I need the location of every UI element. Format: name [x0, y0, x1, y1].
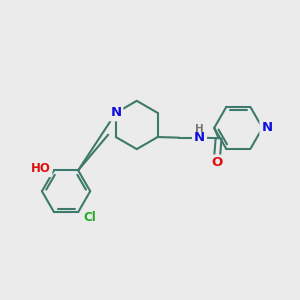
Text: N: N — [194, 131, 205, 144]
Text: N: N — [261, 122, 272, 134]
Text: N: N — [110, 106, 122, 119]
Text: HO: HO — [31, 162, 51, 175]
Text: O: O — [212, 157, 223, 169]
Text: H: H — [195, 124, 204, 134]
Text: Cl: Cl — [83, 211, 96, 224]
